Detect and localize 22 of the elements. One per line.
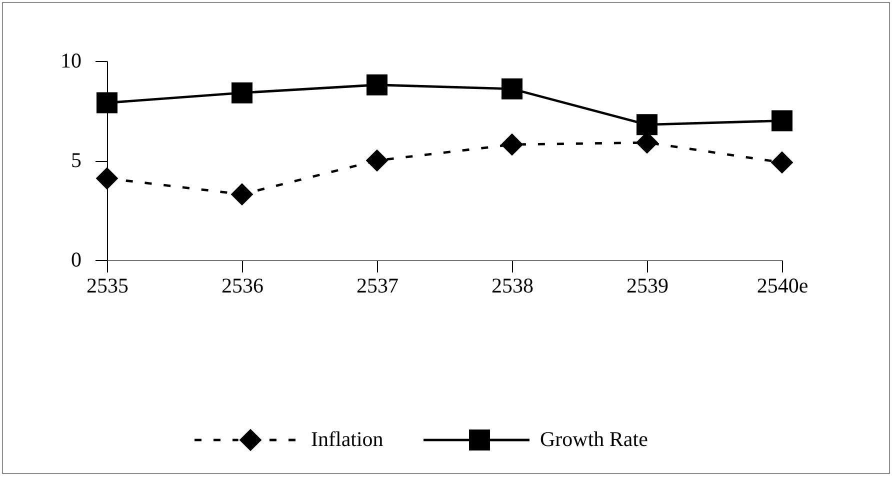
x-tick-label: 2538 [492, 274, 534, 298]
point [232, 82, 252, 104]
x-tick-label: 2537 [356, 274, 398, 298]
point [500, 133, 524, 156]
x-tick-label: 2539 [626, 274, 668, 298]
point [96, 167, 118, 190]
point [366, 149, 388, 172]
x-tick-label: 2536 [222, 274, 264, 298]
y-tick-label: 5 [71, 148, 82, 172]
y-tick-label: 10 [60, 48, 82, 72]
x-tick-label: 2535 [86, 274, 128, 298]
point [502, 78, 522, 100]
point [636, 114, 658, 136]
point [772, 110, 792, 132]
y-tick-label: 0 [71, 248, 82, 272]
point [366, 74, 388, 96]
legend-label: Inflation [311, 427, 384, 451]
legend-label: Growth Rate [540, 427, 648, 451]
point [230, 183, 254, 206]
point [770, 151, 794, 174]
x-tick-label: 2540e [756, 274, 808, 298]
point [96, 92, 118, 114]
